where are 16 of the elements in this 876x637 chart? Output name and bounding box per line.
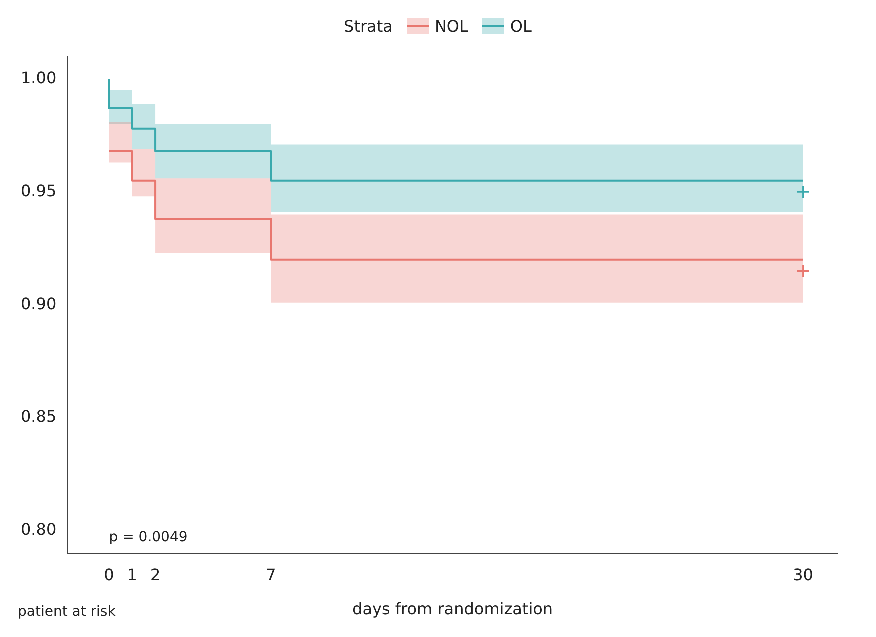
legend-label: OL <box>510 16 532 36</box>
x-tick-label: 30 <box>793 565 814 584</box>
x-tick-label: 7 <box>266 565 276 584</box>
x-tick-label: 2 <box>150 565 161 584</box>
y-tick-label: 0.85 <box>21 407 57 426</box>
legend-title: Strata <box>344 16 393 36</box>
y-tick-label: 0.90 <box>21 294 57 314</box>
text: patient at risk <box>18 604 117 620</box>
x-tick-label: 1 <box>127 565 138 584</box>
y-tick-label: 0.95 <box>21 181 57 200</box>
y-tick-label: 0.80 <box>21 520 57 540</box>
x-tick-label: 0 <box>104 565 114 584</box>
annotation: p = 0.0049 <box>109 530 188 546</box>
legend-label: NOL <box>434 16 468 36</box>
y-tick-label: 1.00 <box>21 68 57 88</box>
x-axis-title: days from randomization <box>352 600 554 619</box>
